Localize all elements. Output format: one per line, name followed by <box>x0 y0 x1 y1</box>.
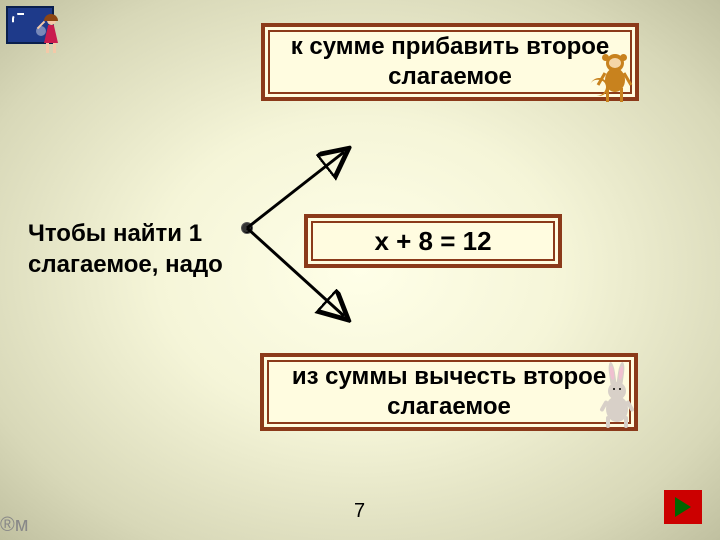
equation-box: х + 8 = 12 <box>304 214 562 268</box>
footer-mark: ®м <box>0 514 29 537</box>
next-slide-button[interactable] <box>664 490 702 524</box>
option-subtract-label: из суммы вычесть второе слагаемое <box>276 362 622 422</box>
option-add-label: к сумме прибавить второе слагаемое <box>277 32 623 92</box>
girl-figure-icon <box>42 16 60 56</box>
prompt-text: Чтобы найти 1 слагаемое, надо <box>28 218 223 280</box>
arrow-origin-dot <box>242 223 252 233</box>
equation-text: х + 8 = 12 <box>374 225 491 258</box>
option-subtract-from-sum[interactable]: из суммы вычесть второе слагаемое <box>260 353 638 431</box>
bunny-icon <box>592 360 642 430</box>
monkey-icon <box>590 48 640 108</box>
option-add-to-sum[interactable]: к сумме прибавить второе слагаемое <box>261 23 639 101</box>
page-number: 7 <box>354 500 365 523</box>
